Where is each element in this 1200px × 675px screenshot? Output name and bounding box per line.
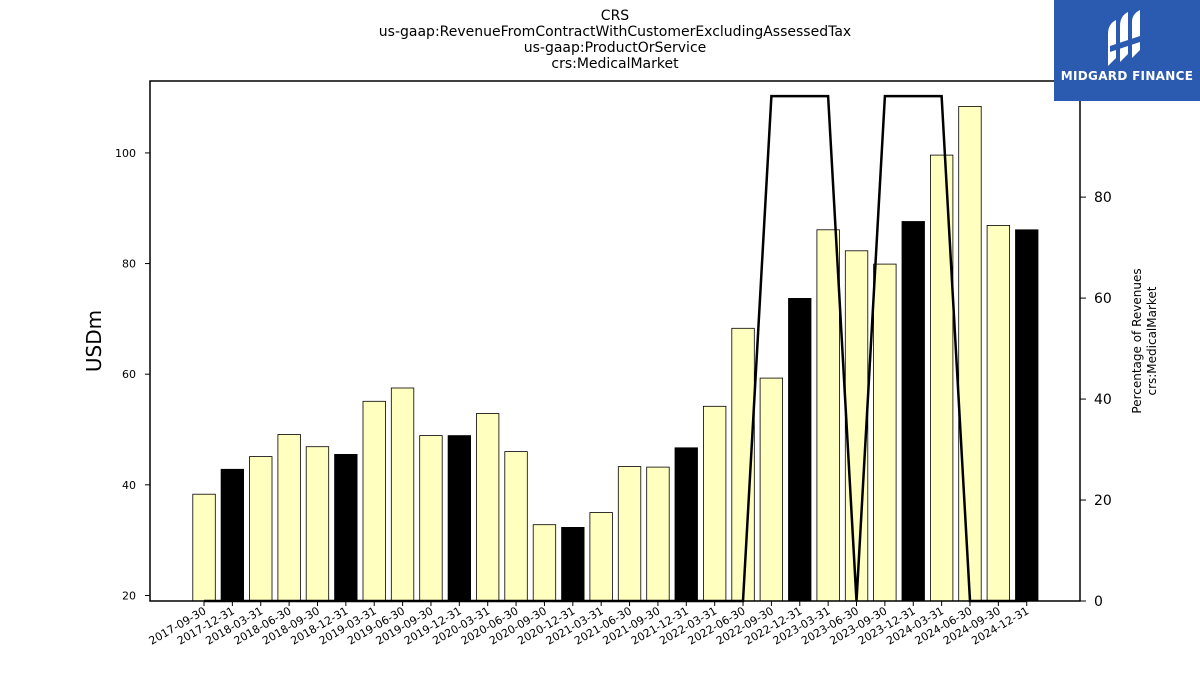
bar — [958, 106, 982, 602]
bar — [334, 453, 358, 602]
plot-frame — [149, 80, 1081, 602]
bar — [220, 468, 245, 602]
bar — [844, 250, 869, 602]
logo: MIDGARD FINANCE — [1054, 0, 1200, 101]
bar — [816, 229, 840, 602]
bar — [873, 263, 897, 602]
title-line: crs:MedicalMarket — [551, 56, 679, 72]
bar — [192, 493, 216, 602]
y-tick-label-right: 80 — [1094, 190, 1112, 206]
bar — [561, 527, 585, 602]
bar — [1015, 229, 1039, 602]
bars — [192, 106, 1039, 602]
bar — [589, 512, 613, 602]
y-tick-label: 100 — [115, 147, 136, 160]
bar — [447, 435, 472, 602]
bar — [362, 400, 386, 602]
bar — [617, 466, 642, 602]
y-tick-label: 60 — [122, 368, 136, 381]
title-line: us-gaap:ProductOrService — [524, 40, 707, 56]
y-tick-label-right: 20 — [1094, 493, 1112, 509]
bar — [703, 405, 727, 602]
logo-text: MIDGARD FINANCE — [1060, 69, 1194, 83]
title-line: CRS — [601, 8, 630, 24]
y-tick-label-right: 40 — [1094, 392, 1112, 408]
bar — [390, 387, 415, 602]
bar — [986, 224, 1010, 602]
y-tick-label: 40 — [122, 479, 136, 492]
bar — [788, 297, 812, 602]
bar — [646, 466, 670, 602]
chart-title: CRSus-gaap:RevenueFromContractWithCustom… — [379, 8, 851, 72]
y-axis-title: USDm — [82, 310, 106, 372]
y-tick-label: 80 — [122, 258, 136, 271]
logo-mark-icon — [1108, 10, 1140, 66]
bar — [249, 456, 273, 602]
title-line: us-gaap:RevenueFromContractWithCustomerE… — [379, 24, 851, 40]
y-tick-label-right: 0 — [1094, 594, 1103, 610]
y-tick-label: 20 — [122, 589, 136, 602]
y-axis-title-right: Percentage of Revenues crs:MedicalMarket — [1130, 268, 1159, 413]
right-axis: 020406080100 — [1080, 89, 1121, 610]
bar — [419, 435, 443, 602]
y-axis-title-right-line: crs:MedicalMarket — [1145, 286, 1159, 395]
left-axis: 20 40 60 80 100 — [115, 147, 150, 602]
bar — [901, 221, 925, 602]
y-axis-title-right-line: Percentage of Revenues — [1130, 268, 1144, 413]
x-axis: 2017-09-302017-12-312018-03-312018-06-30… — [147, 601, 1031, 648]
y-tick-label-right: 60 — [1094, 291, 1112, 307]
bar — [475, 413, 500, 602]
bar — [277, 434, 301, 602]
bar — [532, 524, 557, 602]
bar — [759, 377, 783, 602]
bar — [504, 451, 528, 602]
bar — [674, 447, 698, 602]
bar — [305, 446, 330, 602]
